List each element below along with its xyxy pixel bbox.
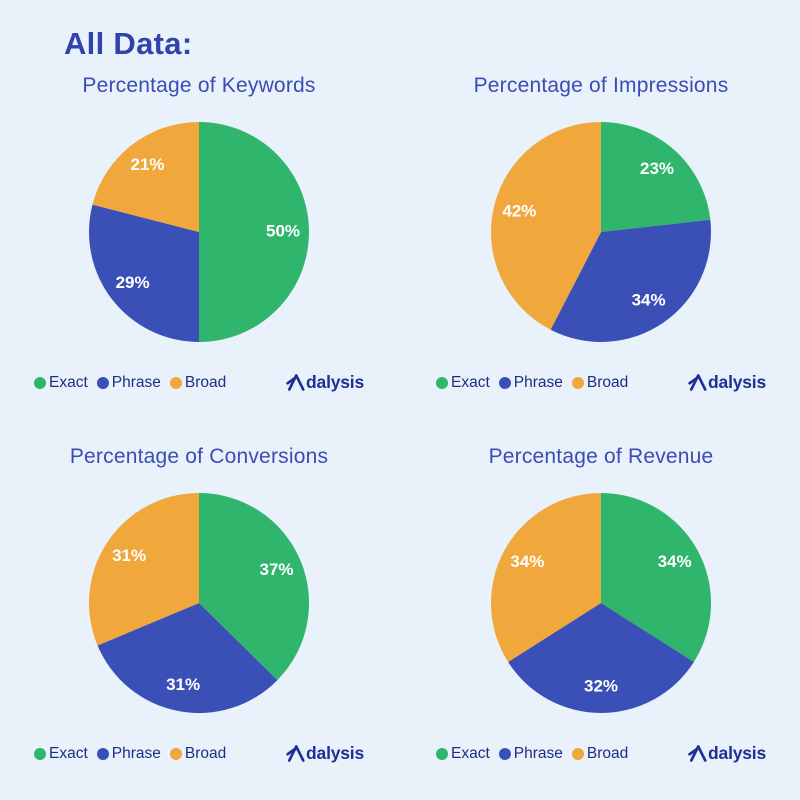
pie-slice-phrase	[508, 603, 694, 714]
legend-dot-icon	[169, 747, 182, 760]
legend-dot-icon	[436, 376, 448, 389]
adalysis-logo: dalysis	[286, 743, 364, 764]
page-title: All Data:	[64, 26, 193, 61]
legend-label: Phrase	[111, 744, 161, 762]
adalysis-logo: dalysis	[286, 372, 364, 393]
pie-slice-label: 21%	[130, 155, 164, 174]
adalysis-logo-text: dalysis	[306, 372, 364, 392]
legend-item-broad: Broad	[571, 373, 629, 392]
legend-dot-icon	[34, 376, 46, 389]
legend-row: Exact Phrase Broad dalysis	[34, 372, 364, 393]
legend: Exact Phrase Broad	[34, 374, 226, 392]
pie-slice-label: 37%	[259, 560, 293, 579]
pie-slice-broad	[92, 122, 199, 232]
chart-panel-keywords: Percentage of Keywords 50% 29% 21% Exact Ph…	[34, 74, 364, 393]
legend-item-phrase: Phrase	[498, 373, 563, 392]
pie-slice-exact	[199, 493, 310, 681]
pie-slice-phrase	[550, 219, 711, 342]
legend-item-exact: Exact	[436, 745, 490, 763]
pie-slice-exact	[601, 122, 711, 232]
pie-slice-phrase	[89, 204, 199, 342]
pie-slice-label: 29%	[116, 273, 150, 292]
legend-dot-icon	[34, 747, 46, 760]
pie-chart-revenue: 34% 32% 34%	[490, 493, 712, 714]
legend-label: Broad	[184, 744, 227, 762]
legend-dot-icon	[571, 376, 584, 389]
adalysis-logo-text: dalysis	[708, 372, 766, 392]
chart-title-conversions: Percentage of Conversions	[69, 445, 329, 468]
chart-title-impressions: Percentage of Impressions	[473, 74, 729, 97]
legend-item-broad: Broad	[571, 744, 629, 763]
adalysis-logo: dalysis	[688, 372, 766, 393]
legend-item-broad: Broad	[169, 373, 227, 392]
legend-item-phrase: Phrase	[96, 373, 161, 392]
adalysis-mark-icon	[688, 374, 707, 391]
legend-label: Broad	[586, 744, 629, 762]
legend-dot-icon	[169, 376, 182, 389]
legend-dot-icon	[96, 376, 109, 389]
chart-panel-revenue: Percentage of Revenue 34% 32% 34% Exact Phr…	[436, 445, 766, 764]
pie-slice-label: 34%	[632, 291, 666, 310]
adalysis-logo: dalysis	[688, 743, 766, 764]
adalysis-logo-text: dalysis	[306, 743, 364, 763]
legend-dot-icon	[498, 747, 511, 760]
pie-slice-label: 23%	[640, 159, 674, 178]
legend: Exact Phrase Broad	[436, 745, 628, 763]
pie-chart-keywords: 50% 29% 21%	[89, 122, 309, 342]
legend-item-phrase: Phrase	[498, 744, 563, 763]
legend-dot-icon	[571, 747, 584, 760]
adalysis-mark-icon	[688, 745, 707, 762]
adalysis-mark-icon	[286, 374, 305, 391]
legend-item-broad: Broad	[169, 744, 227, 763]
pie-slice-exact	[199, 122, 309, 342]
pie-slice-exact	[601, 493, 712, 662]
legend-label: Exact	[451, 373, 490, 391]
legend-label: Exact	[49, 373, 88, 391]
legend: Exact Phrase Broad	[436, 374, 628, 392]
legend: Exact Phrase Broad	[34, 745, 226, 763]
chart-title-keywords: Percentage of Keywords	[82, 74, 316, 97]
pie-chart-conversions: 37% 31% 31%	[88, 493, 310, 714]
legend-item-phrase: Phrase	[96, 744, 161, 763]
legend-label: Exact	[451, 744, 490, 762]
pie-slice-label: 50%	[266, 221, 300, 240]
adalysis-logo-text: dalysis	[708, 743, 766, 763]
pie-slice-label: 42%	[502, 202, 536, 221]
pie-slice-broad	[491, 122, 601, 330]
chart-panel-conversions: Percentage of Conversions 37% 31% 31% Exac…	[34, 445, 364, 764]
legend-item-exact: Exact	[436, 374, 490, 392]
legend-dot-icon	[436, 747, 448, 760]
chart-title-revenue: Percentage of Revenue	[488, 445, 714, 468]
pie-slice-label: 31%	[112, 546, 146, 565]
pie-slice-phrase	[97, 603, 278, 714]
chart-panel-impressions: Percentage of Impressions 23% 34% 42% Exac…	[436, 74, 766, 393]
legend-dot-icon	[498, 376, 511, 389]
legend-row: Exact Phrase Broad dalysis	[34, 743, 364, 764]
pie-slice-label: 31%	[166, 675, 200, 694]
legend-label: Broad	[586, 373, 629, 391]
pie-slice-label: 32%	[584, 676, 618, 695]
adalysis-mark-icon	[286, 745, 305, 762]
pie-slice-broad	[490, 493, 601, 662]
pie-slice-label: 34%	[510, 552, 544, 571]
legend-label: Phrase	[111, 373, 161, 391]
legend-label: Exact	[49, 744, 88, 762]
legend-row: Exact Phrase Broad dalysis	[436, 372, 766, 393]
legend-item-exact: Exact	[34, 745, 88, 763]
pie-slice-label: 34%	[658, 552, 692, 571]
legend-dot-icon	[96, 747, 109, 760]
legend-item-exact: Exact	[34, 374, 88, 392]
pie-slice-broad	[88, 493, 199, 646]
pie-chart-impressions: 23% 34% 42%	[491, 122, 711, 342]
legend-label: Phrase	[513, 373, 563, 391]
legend-label: Broad	[184, 373, 227, 391]
charts-grid: Percentage of Keywords 50% 29% 21% Exact Ph…	[0, 74, 800, 764]
legend-label: Phrase	[513, 744, 563, 762]
legend-row: Exact Phrase Broad dalysis	[436, 743, 766, 764]
